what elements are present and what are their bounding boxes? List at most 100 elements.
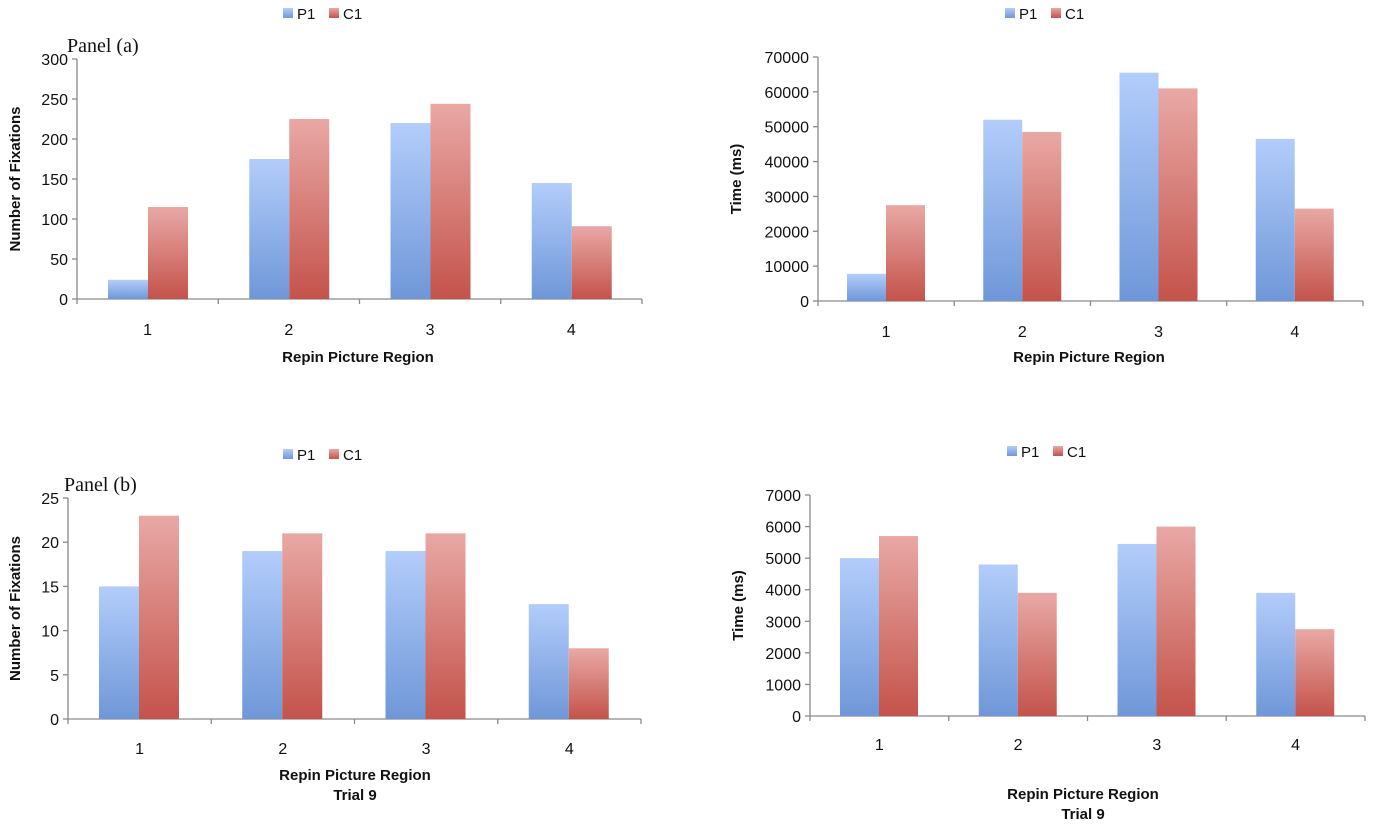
y-tick-label: 100 bbox=[41, 212, 68, 229]
x-tick-label: 2 bbox=[284, 322, 293, 339]
legend-label-p1: P1 bbox=[1019, 6, 1037, 23]
y-tick-label: 50000 bbox=[765, 120, 810, 137]
bar-p1-region-2 bbox=[249, 159, 290, 299]
legend-swatch-c1 bbox=[329, 8, 339, 18]
legend-swatch-p1 bbox=[283, 449, 293, 459]
chart-bottom-right: P1 C1 0 1000 2000 3000 4000 5000 6000 7000 Time (m… bbox=[730, 444, 1366, 823]
y-tick-label: 0 bbox=[792, 709, 801, 726]
bar-p1-region-1 bbox=[108, 279, 148, 299]
bar-c1-region-2 bbox=[289, 119, 330, 299]
bar-c1-region-2 bbox=[1017, 592, 1057, 716]
panel-label: Panel (a) bbox=[67, 35, 139, 57]
y-tick-label: 7000 bbox=[765, 488, 801, 505]
bar-p1-region-3 bbox=[390, 123, 431, 299]
x-tick-label: 3 bbox=[1152, 737, 1161, 754]
bar-c1-region-4 bbox=[1295, 629, 1335, 716]
y-tick-label: 0 bbox=[50, 712, 59, 729]
y-tick-label: 10000 bbox=[765, 259, 810, 276]
chart-top-right: P1 C1 0 10000 20000 30000 40000 50000 60000 70000… bbox=[728, 6, 1364, 366]
x-tick-label: 3 bbox=[1154, 324, 1163, 341]
x-tick-label: 4 bbox=[567, 322, 576, 339]
chart-top-left: P1 C1 Panel (a) 0 50 100 150 200 250 300 Number of… bbox=[7, 6, 643, 366]
y-tick-label: 200 bbox=[41, 132, 68, 149]
y-tick-label: 70000 bbox=[765, 50, 810, 67]
bar-c1-region-1 bbox=[148, 207, 188, 299]
y-tick-label: 60000 bbox=[765, 85, 810, 102]
x-tick-label: 1 bbox=[882, 324, 891, 341]
x-tick-label: 2 bbox=[278, 741, 287, 758]
bar-p1-region-1 bbox=[99, 586, 139, 719]
x-axis-subtitle: Trial 9 bbox=[333, 787, 376, 804]
panel-label: Panel (b) bbox=[64, 474, 137, 496]
x-axis-title: Repin Picture Region bbox=[282, 349, 434, 366]
legend-swatch-c1 bbox=[329, 449, 339, 459]
y-tick-label: 10 bbox=[41, 624, 59, 641]
y-axis-title: Number of Fixations bbox=[7, 106, 24, 251]
legend-label-c1: C1 bbox=[343, 6, 362, 23]
y-tick-label: 30000 bbox=[765, 189, 810, 206]
y-axis-title: Time (ms) bbox=[728, 144, 745, 215]
bar-p1-region-1 bbox=[847, 273, 886, 301]
bar-c1-region-3 bbox=[425, 533, 466, 719]
x-axis-title: Repin Picture Region bbox=[1007, 786, 1159, 803]
x-tick-label: 3 bbox=[426, 322, 435, 339]
y-axis-title: Number of Fixations bbox=[7, 536, 24, 681]
y-tick-label: 25 bbox=[41, 491, 59, 508]
bar-p1-region-3 bbox=[385, 551, 426, 719]
y-tick-label: 1000 bbox=[765, 677, 801, 694]
y-tick-label: 5000 bbox=[765, 551, 801, 568]
bar-c1-region-1 bbox=[879, 536, 918, 716]
y-tick-label: 150 bbox=[41, 172, 68, 189]
x-axis-title: Repin Picture Region bbox=[1013, 349, 1165, 366]
bar-c1-region-2 bbox=[1022, 131, 1062, 301]
y-tick-label: 20000 bbox=[765, 224, 810, 241]
legend-label-c1: C1 bbox=[1065, 6, 1084, 23]
legend-label-p1: P1 bbox=[297, 447, 315, 464]
legend-swatch-p1 bbox=[283, 8, 293, 18]
legend-label-c1: C1 bbox=[1067, 444, 1086, 461]
legend: P1 C1 bbox=[283, 6, 362, 23]
x-tick-label: 1 bbox=[143, 322, 152, 339]
legend-label-c1: C1 bbox=[343, 447, 362, 464]
bar-c1-region-3 bbox=[1156, 526, 1196, 716]
y-tick-label: 300 bbox=[41, 52, 68, 69]
bar-c1-region-3 bbox=[1158, 88, 1198, 301]
bar-p1-region-4 bbox=[1256, 592, 1296, 716]
bars bbox=[840, 526, 1335, 716]
bar-c1-region-4 bbox=[568, 648, 609, 719]
y-tick-label: 3000 bbox=[765, 614, 801, 631]
y-tick-label: 0 bbox=[59, 292, 68, 309]
y-tick-label: 2000 bbox=[765, 646, 801, 663]
y-tick-label: 6000 bbox=[765, 520, 801, 537]
y-tick-label: 40000 bbox=[765, 155, 810, 172]
bar-c1-region-1 bbox=[139, 515, 179, 719]
legend-swatch-c1 bbox=[1053, 446, 1063, 456]
y-tick-label: 250 bbox=[41, 92, 68, 109]
x-tick-label: 2 bbox=[1014, 737, 1023, 754]
bar-p1-region-3 bbox=[1117, 543, 1157, 716]
y-tick-label: 0 bbox=[800, 294, 809, 311]
bar-p1-region-4 bbox=[528, 604, 569, 719]
chart-bottom-left: P1 C1 Panel (b) 0 5 10 15 20 25 Number of Fixatio… bbox=[7, 447, 642, 804]
x-axis-subtitle: Trial 9 bbox=[1061, 806, 1104, 823]
legend-swatch-c1 bbox=[1051, 8, 1061, 18]
y-tick-label: 50 bbox=[50, 252, 68, 269]
bars bbox=[108, 103, 612, 299]
bar-c1-region-2 bbox=[282, 533, 323, 719]
x-tick-label: 4 bbox=[1290, 324, 1299, 341]
bar-p1-region-1 bbox=[840, 558, 879, 716]
bars bbox=[847, 72, 1334, 301]
bar-c1-region-1 bbox=[886, 205, 925, 301]
bar-c1-region-3 bbox=[430, 103, 471, 299]
legend: P1 C1 bbox=[1007, 444, 1086, 461]
y-tick-label: 15 bbox=[41, 579, 59, 596]
legend: P1 C1 bbox=[1005, 6, 1084, 23]
bar-c1-region-4 bbox=[571, 226, 612, 299]
y-tick-label: 20 bbox=[41, 535, 59, 552]
x-tick-label: 4 bbox=[1291, 737, 1300, 754]
bar-p1-region-2 bbox=[983, 119, 1023, 301]
bar-p1-region-2 bbox=[242, 551, 283, 719]
bar-p1-region-4 bbox=[1255, 138, 1295, 301]
y-tick-label: 4000 bbox=[765, 583, 801, 600]
